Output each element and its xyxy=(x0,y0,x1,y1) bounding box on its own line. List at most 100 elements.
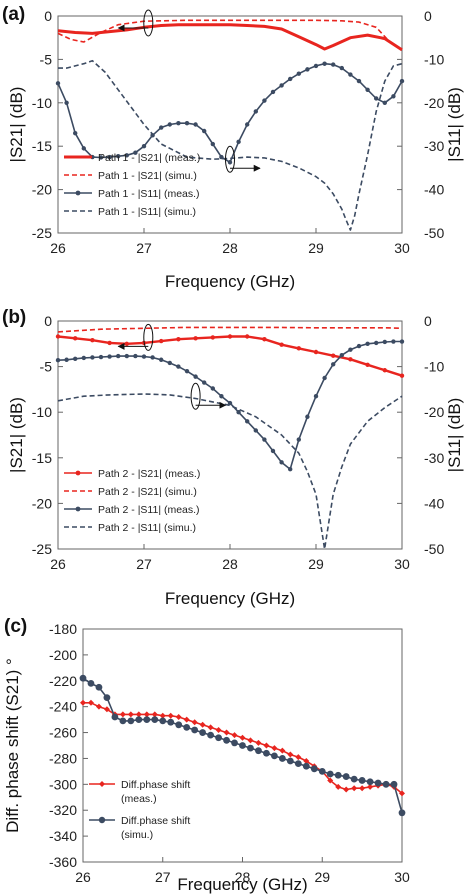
data-point xyxy=(399,78,405,84)
data-point xyxy=(133,150,138,155)
y-axis-label: |S21| (dB) xyxy=(7,87,26,163)
data-point xyxy=(159,717,167,725)
data-point xyxy=(119,717,127,725)
data-point xyxy=(98,155,104,160)
data-point xyxy=(95,703,102,710)
legend-label: Diff.phase shift xyxy=(121,779,190,791)
data-point xyxy=(356,343,362,349)
data-point xyxy=(87,699,94,706)
data-point xyxy=(331,362,336,367)
data-point xyxy=(95,683,103,691)
data-point xyxy=(348,347,353,352)
legend-label: (meas.) xyxy=(121,793,157,805)
y-tick-label: -20 xyxy=(32,182,52,198)
data-point xyxy=(207,731,215,739)
data-point xyxy=(334,771,342,779)
data-point xyxy=(55,358,61,363)
data-point xyxy=(374,340,379,346)
data-point xyxy=(382,780,390,788)
y-tick-label: -300 xyxy=(49,776,77,792)
y-axis-label: Diff. phase shift (S21) ° xyxy=(3,658,22,833)
y2-axis-label: |S11| (dB) xyxy=(445,87,464,162)
data-point xyxy=(231,739,238,747)
data-point xyxy=(296,437,301,442)
data-point xyxy=(382,339,387,345)
y-tick-label: -5 xyxy=(40,359,53,375)
legend-label: Path 1 - |S21| (meas.) xyxy=(98,152,200,164)
data-point xyxy=(262,98,267,103)
data-point xyxy=(73,130,78,136)
data-point xyxy=(127,717,135,725)
data-point xyxy=(143,716,151,724)
data-point xyxy=(253,109,258,114)
y2-tick-label: -10 xyxy=(424,359,444,375)
data-point xyxy=(150,355,155,360)
panel-label: (c) xyxy=(4,616,27,637)
data-point xyxy=(331,353,336,358)
data-point xyxy=(167,360,172,366)
data-point xyxy=(255,747,262,755)
data-point xyxy=(288,467,293,472)
y-tick-label: 0 xyxy=(44,8,52,24)
data-point xyxy=(366,778,374,786)
y-tick-label: -5 xyxy=(40,51,53,67)
data-point xyxy=(191,726,199,734)
data-point xyxy=(135,716,143,724)
data-point xyxy=(247,737,254,744)
data-point xyxy=(210,141,215,147)
y2-tick-label: -30 xyxy=(424,138,444,154)
data-point xyxy=(351,785,358,792)
data-point xyxy=(263,749,270,757)
data-point xyxy=(159,712,166,719)
data-point xyxy=(103,706,110,713)
data-point xyxy=(245,334,250,339)
y-tick-label: -15 xyxy=(32,450,52,466)
data-point xyxy=(184,120,190,126)
x-tick-label: 28 xyxy=(222,556,238,572)
data-point xyxy=(313,394,319,399)
data-point xyxy=(343,786,350,793)
data-point xyxy=(342,773,350,780)
data-point xyxy=(90,355,95,360)
data-point xyxy=(81,355,87,361)
data-point xyxy=(199,729,207,736)
legend-label: Path 1 - |S11| (simu.) xyxy=(98,206,196,218)
data-point xyxy=(80,699,86,706)
y2-tick-label: -50 xyxy=(424,541,444,557)
data-point xyxy=(119,711,126,718)
data-point xyxy=(202,128,207,134)
x-axis-label: Frequency (GHz) xyxy=(165,272,295,291)
data-point xyxy=(382,368,387,373)
y2-tick-label: 0 xyxy=(424,8,432,24)
data-point xyxy=(262,337,267,342)
x-tick-label: 27 xyxy=(155,869,171,885)
y-tick-label: -280 xyxy=(49,750,77,766)
legend-marker xyxy=(98,816,106,824)
legend-label: Path 2 - |S11| (meas.) xyxy=(98,504,200,516)
data-point xyxy=(183,716,190,723)
panel-label: (b) xyxy=(2,307,26,328)
y-tick-label: -25 xyxy=(32,225,52,241)
y-tick-label: -15 xyxy=(32,138,52,154)
data-point xyxy=(210,335,215,340)
data-point xyxy=(111,713,119,721)
data-point xyxy=(302,762,310,770)
data-point xyxy=(64,100,69,106)
data-point xyxy=(310,765,318,773)
data-point xyxy=(176,337,181,342)
data-point xyxy=(127,711,134,718)
x-tick-label: 30 xyxy=(394,240,410,256)
data-point xyxy=(55,81,61,86)
data-point xyxy=(227,334,233,339)
data-point xyxy=(398,809,406,817)
data-point xyxy=(318,767,326,775)
y-tick-label: -340 xyxy=(49,828,77,844)
annotation-ellipse xyxy=(143,323,154,351)
data-point xyxy=(313,63,319,69)
series-line-2 xyxy=(57,326,403,333)
data-point xyxy=(184,368,190,374)
data-point xyxy=(348,72,353,77)
data-point xyxy=(399,339,405,344)
chart-panel-1: (a)26 27 28 29 30-25-20-15-10-50-50-40-30-20… xyxy=(2,4,464,291)
